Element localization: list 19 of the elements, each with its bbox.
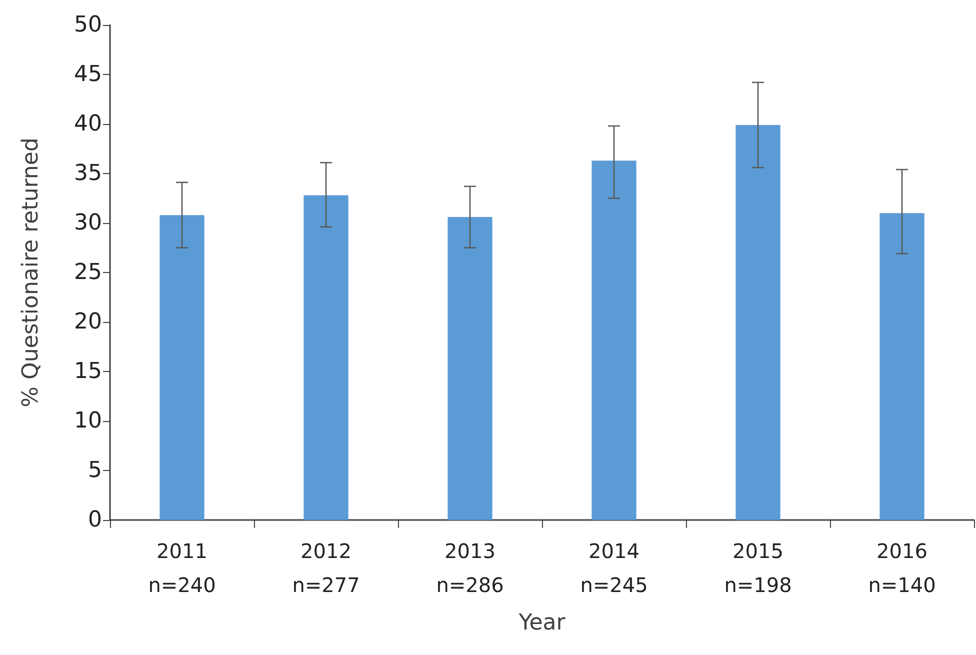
y-tick-label: 5 bbox=[88, 458, 102, 483]
x-tick-label: 2011 n=240 bbox=[148, 539, 216, 597]
y-tick-label: 30 bbox=[74, 210, 102, 236]
x-tick-label: 2014 n=245 bbox=[580, 539, 648, 597]
y-tick-label: 20 bbox=[74, 310, 102, 334]
y-tick-label: 10 bbox=[74, 408, 102, 434]
y-tick-label: 25 bbox=[74, 260, 102, 285]
y-tick-label: 50 bbox=[74, 12, 102, 38]
x-axis-title: Year bbox=[518, 610, 566, 636]
x-tick-label: 2015 n=198 bbox=[724, 539, 792, 597]
x-tick-label: 2016 n=140 bbox=[868, 539, 936, 597]
y-axis-title: % Questionaire returned bbox=[18, 138, 44, 408]
y-tick-label: 35 bbox=[74, 161, 102, 186]
y-tick-label: 40 bbox=[74, 112, 102, 136]
x-tick-label: 2012 n=277 bbox=[292, 539, 360, 597]
y-tick-label: 15 bbox=[74, 359, 102, 384]
y-tick-label: 45 bbox=[74, 62, 102, 87]
y-tick-label: 0 bbox=[88, 508, 102, 532]
x-tick-label: 2013 n=286 bbox=[436, 539, 504, 597]
